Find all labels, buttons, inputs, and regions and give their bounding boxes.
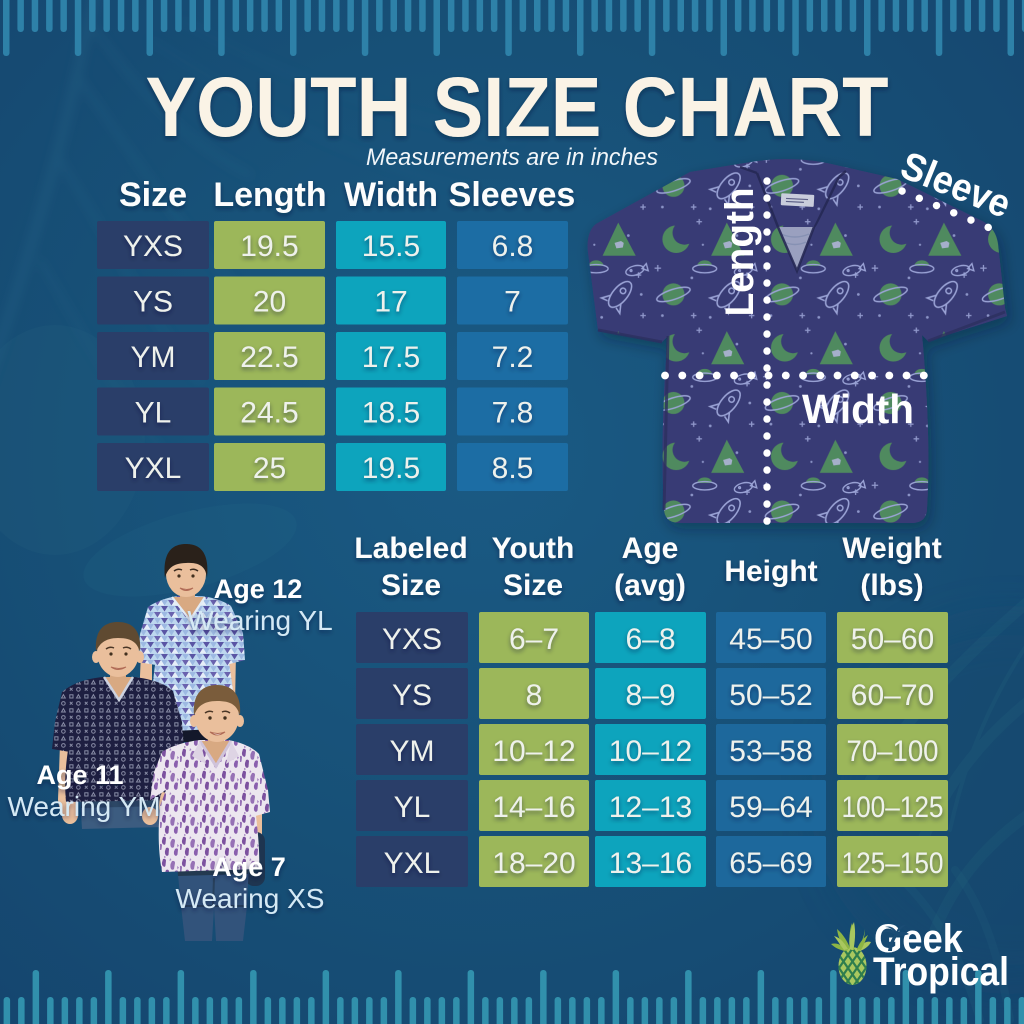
svg-text:Labeled: Labeled bbox=[354, 532, 467, 565]
svg-text:8: 8 bbox=[526, 679, 543, 712]
svg-text:15.5: 15.5 bbox=[362, 230, 420, 263]
svg-text:70–100: 70–100 bbox=[847, 735, 939, 768]
svg-text:7.2: 7.2 bbox=[492, 341, 534, 374]
svg-text:Geek: Geek bbox=[874, 917, 964, 961]
svg-text:Size: Size bbox=[503, 569, 563, 602]
svg-text:Width: Width bbox=[344, 176, 438, 214]
svg-text:24.5: 24.5 bbox=[240, 397, 298, 430]
svg-text:17: 17 bbox=[374, 286, 407, 319]
svg-text:YL: YL bbox=[394, 791, 431, 824]
svg-text:Length: Length bbox=[718, 188, 762, 317]
svg-text:Age 7: Age 7 bbox=[212, 852, 286, 882]
svg-text:18–20: 18–20 bbox=[492, 847, 575, 880]
svg-text:60–70: 60–70 bbox=[851, 679, 934, 712]
svg-text:YXS: YXS bbox=[382, 623, 442, 656]
svg-text:125–150: 125–150 bbox=[842, 847, 944, 880]
svg-text:YL: YL bbox=[135, 397, 172, 430]
svg-text:Weight: Weight bbox=[842, 532, 941, 565]
svg-text:Width: Width bbox=[802, 386, 914, 432]
svg-text:18.5: 18.5 bbox=[362, 397, 420, 430]
svg-text:Age 12: Age 12 bbox=[214, 574, 303, 604]
svg-text:8.5: 8.5 bbox=[492, 452, 534, 485]
svg-text:12–13: 12–13 bbox=[609, 791, 692, 824]
svg-text:50–52: 50–52 bbox=[729, 679, 812, 712]
svg-text:Wearing YM: Wearing YM bbox=[7, 791, 160, 822]
svg-text:YXL: YXL bbox=[125, 452, 182, 485]
svg-text:6.8: 6.8 bbox=[492, 230, 534, 263]
svg-text:Age 11: Age 11 bbox=[36, 760, 123, 790]
svg-text:10–12: 10–12 bbox=[492, 735, 575, 768]
svg-text:YOUTH SIZE CHART: YOUTH SIZE CHART bbox=[146, 60, 889, 154]
svg-text:6–8: 6–8 bbox=[625, 623, 675, 656]
svg-text:100–125: 100–125 bbox=[842, 791, 944, 824]
svg-text:6–7: 6–7 bbox=[509, 623, 559, 656]
svg-text:Height: Height bbox=[724, 555, 817, 588]
svg-text:19.5: 19.5 bbox=[240, 230, 298, 263]
svg-text:19.5: 19.5 bbox=[362, 452, 420, 485]
svg-text:YS: YS bbox=[133, 286, 173, 319]
svg-text:YXL: YXL bbox=[384, 847, 441, 880]
svg-text:7: 7 bbox=[504, 286, 521, 319]
svg-text:65–69: 65–69 bbox=[729, 847, 812, 880]
svg-text:Size: Size bbox=[119, 176, 187, 214]
svg-text:59–64: 59–64 bbox=[729, 791, 812, 824]
svg-text:45–50: 45–50 bbox=[729, 623, 812, 656]
svg-text:Sleeves: Sleeves bbox=[449, 176, 576, 214]
svg-text:14–16: 14–16 bbox=[492, 791, 575, 824]
svg-text:(avg): (avg) bbox=[614, 569, 686, 602]
svg-text:Youth: Youth bbox=[492, 532, 575, 565]
svg-text:YS: YS bbox=[392, 679, 432, 712]
svg-text:25: 25 bbox=[253, 452, 286, 485]
svg-text:22.5: 22.5 bbox=[240, 341, 298, 374]
svg-text:YM: YM bbox=[390, 735, 435, 768]
svg-text:10–12: 10–12 bbox=[609, 735, 692, 768]
svg-text:Measurements are in inches: Measurements are in inches bbox=[366, 144, 658, 171]
svg-text:7.8: 7.8 bbox=[492, 397, 534, 430]
svg-text:(lbs): (lbs) bbox=[860, 569, 923, 602]
svg-text:50–60: 50–60 bbox=[851, 623, 934, 656]
svg-text:Wearing YL: Wearing YL bbox=[187, 605, 332, 636]
svg-text:YM: YM bbox=[131, 341, 176, 374]
svg-text:YXS: YXS bbox=[123, 230, 183, 263]
svg-text:Size: Size bbox=[381, 569, 441, 602]
svg-text:Wearing XS: Wearing XS bbox=[176, 883, 325, 914]
svg-text:8–9: 8–9 bbox=[625, 679, 675, 712]
svg-text:Tropical: Tropical bbox=[873, 950, 1009, 994]
svg-text:13–16: 13–16 bbox=[609, 847, 692, 880]
svg-text:Age: Age bbox=[622, 532, 679, 565]
svg-text:17.5: 17.5 bbox=[362, 341, 420, 374]
svg-text:53–58: 53–58 bbox=[729, 735, 812, 768]
svg-text:Length: Length bbox=[213, 176, 326, 214]
svg-text:20: 20 bbox=[253, 286, 286, 319]
